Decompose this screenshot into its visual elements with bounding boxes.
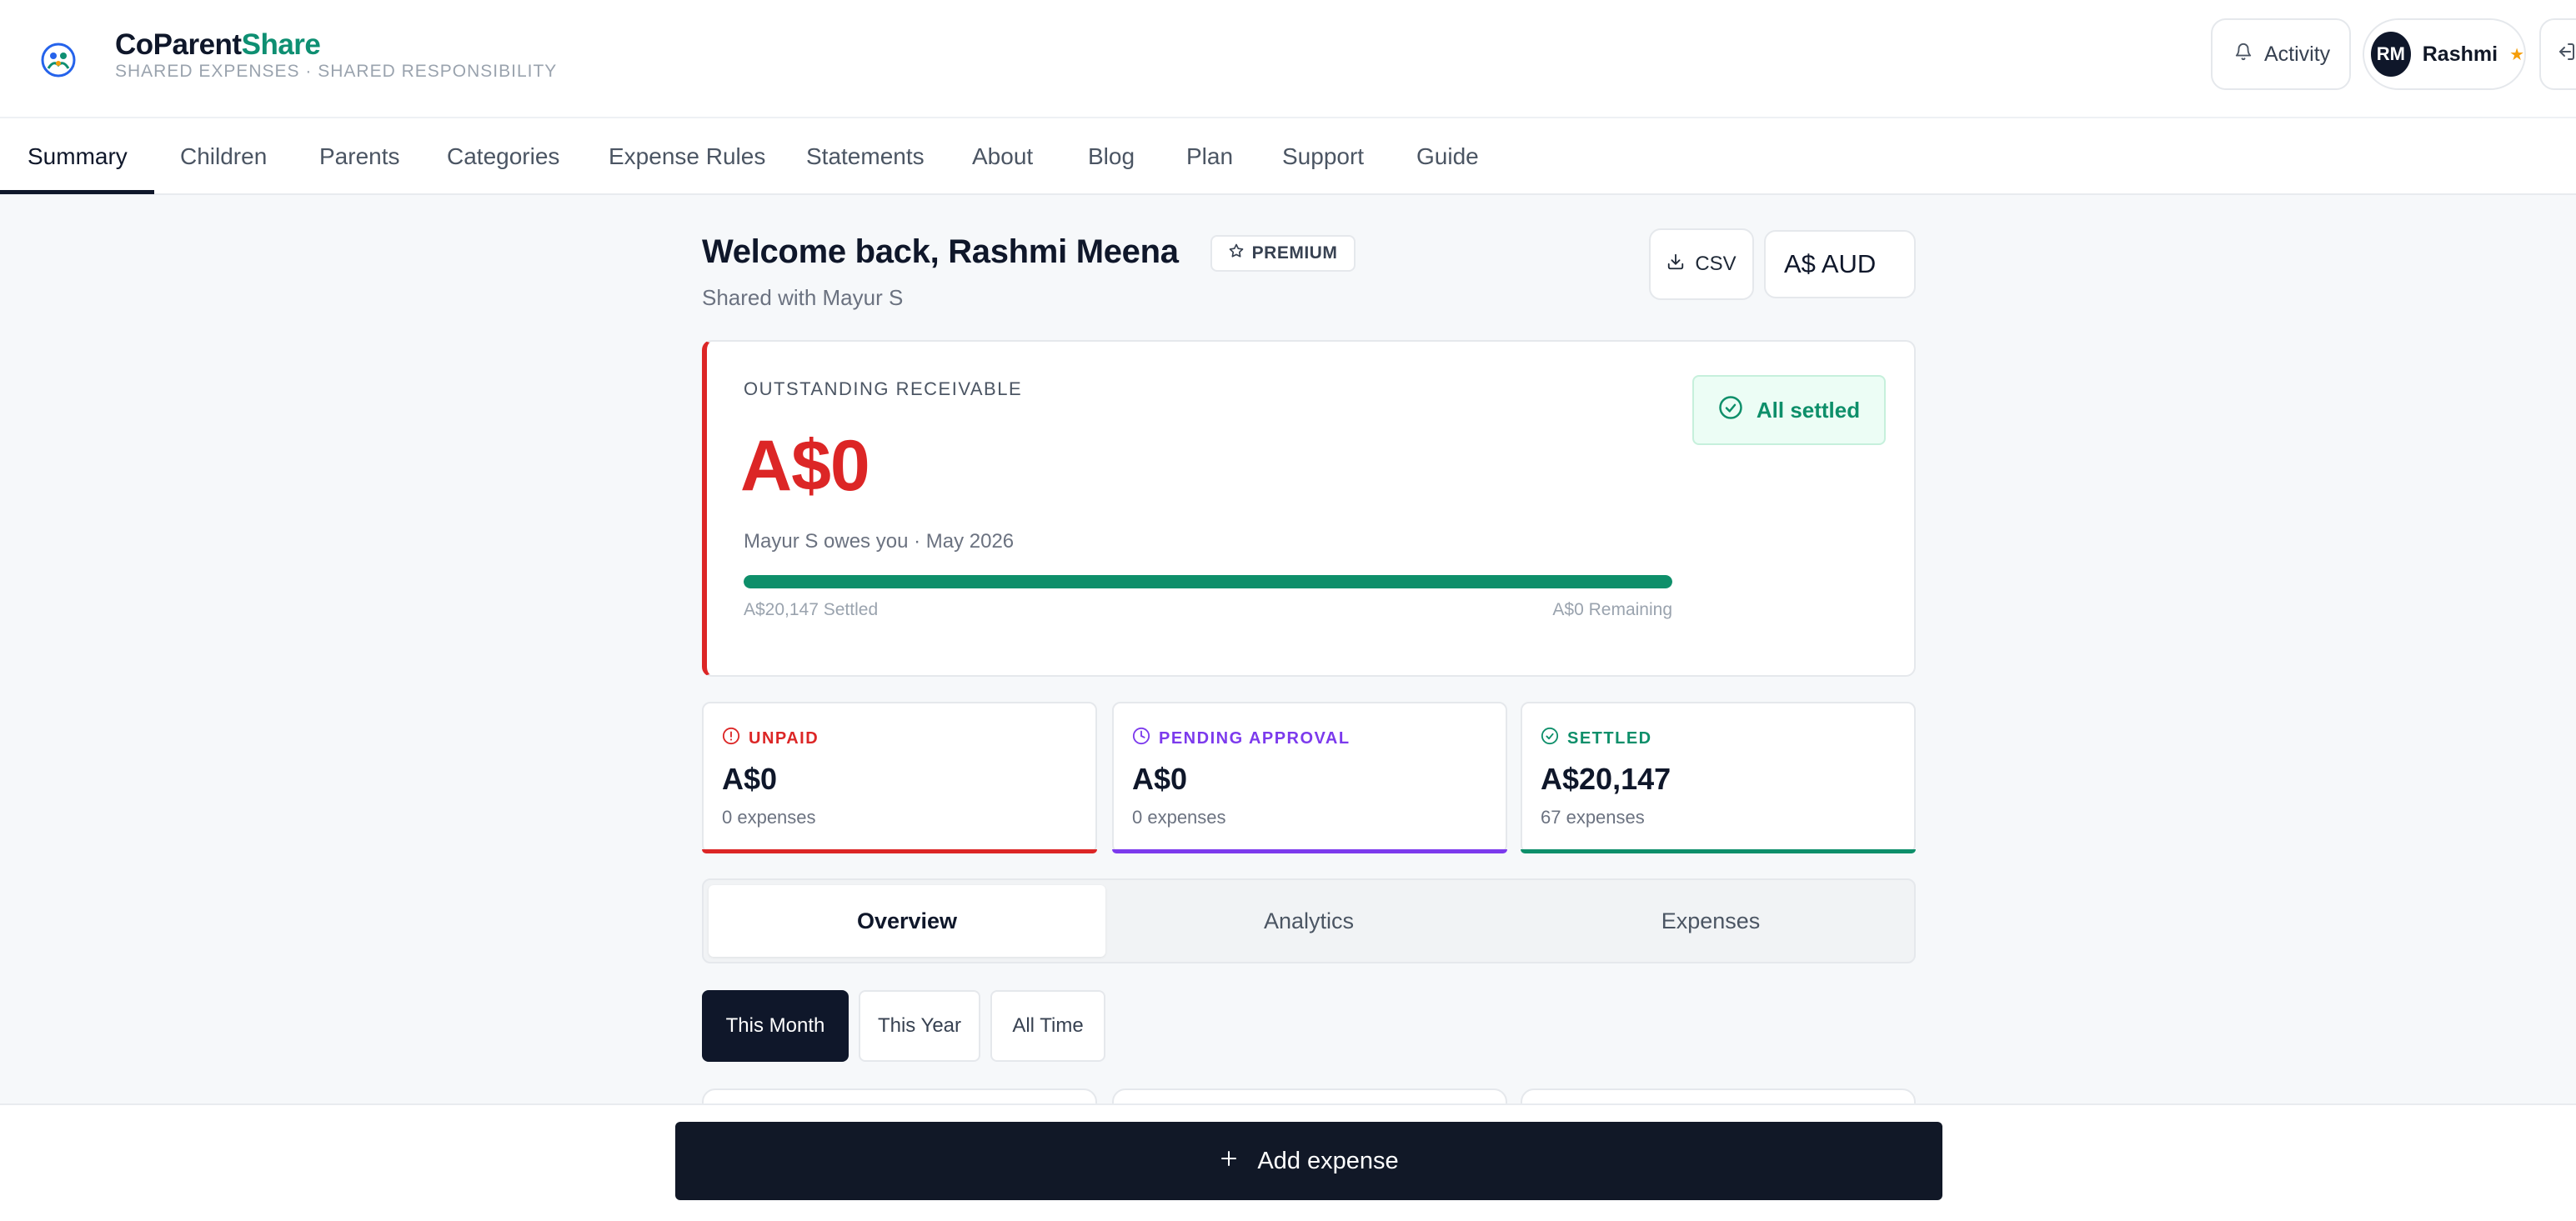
- clock-icon: [1132, 727, 1150, 750]
- tab-analytics[interactable]: Analytics: [1263, 908, 1355, 933]
- nav-expense-rules[interactable]: Expense Rules: [609, 143, 766, 169]
- nav-blog[interactable]: Blog: [1088, 143, 1135, 169]
- stat-label-text: PENDING APPROVAL: [1159, 728, 1351, 748]
- avatar: RM: [2371, 32, 2411, 77]
- stat-label-pending: PENDING APPROVAL: [1132, 727, 1351, 750]
- view-tabs: Overview Analytics Expenses: [702, 878, 1916, 963]
- activity-button[interactable]: Activity: [2211, 18, 2351, 90]
- stat-value-pending: A$0: [1132, 762, 1188, 796]
- stat-card-settled[interactable]: SETTLED A$20,147 67 expenses: [1521, 702, 1916, 853]
- stat-label-unpaid: UNPAID: [722, 727, 819, 750]
- outstanding-amount: A$0: [740, 426, 870, 506]
- nav-active-indicator: [0, 190, 154, 194]
- page-title: Welcome back, Rashmi Meena: [702, 233, 1179, 270]
- nav-children[interactable]: Children: [180, 143, 268, 169]
- stat-accent-bar: [1521, 849, 1916, 853]
- nav-parents[interactable]: Parents: [319, 143, 400, 169]
- star-icon: ★: [2509, 45, 2524, 64]
- tab-overview[interactable]: Overview: [709, 885, 1105, 957]
- nav-guide[interactable]: Guide: [1416, 143, 1479, 169]
- stat-sub-unpaid: 0 expenses: [722, 807, 816, 828]
- nav-plan[interactable]: Plan: [1186, 143, 1234, 169]
- check-circle-icon: [1541, 727, 1559, 750]
- stat-value-unpaid: A$0: [722, 762, 778, 796]
- tab-expenses[interactable]: Expenses: [1661, 908, 1761, 933]
- stat-sub-settled: 67 expenses: [1541, 807, 1645, 828]
- shared-with-text: Shared with Mayur S: [702, 285, 904, 310]
- premium-badge: PREMIUM: [1210, 235, 1356, 272]
- brand-accent: Share: [241, 28, 321, 61]
- brand-name[interactable]: CoParentShare: [115, 28, 321, 62]
- remaining-amount-text: A$0 Remaining: [1552, 600, 1672, 619]
- settled-progress-bar: [744, 575, 1672, 588]
- stat-label-text: SETTLED: [1567, 728, 1652, 748]
- bottom-action-bar: Add expense: [0, 1103, 2576, 1221]
- csv-label: CSV: [1695, 253, 1737, 275]
- premium-badge-label: PREMIUM: [1251, 243, 1338, 263]
- add-expense-button[interactable]: Add expense: [675, 1122, 1942, 1200]
- main-nav: Summary Children Parents Categories Expe…: [0, 118, 2576, 195]
- user-menu-button[interactable]: RM Rashmi ★: [2363, 18, 2526, 90]
- nav-statements[interactable]: Statements: [806, 143, 925, 169]
- outstanding-receivable-card: OUTSTANDING RECEIVABLE A$0 Mayur S owes …: [702, 340, 1916, 677]
- outstanding-subtitle: Mayur S owes you · May 2026: [744, 530, 1015, 553]
- brand-main: CoParent: [115, 28, 242, 61]
- logout-icon: [2556, 42, 2576, 68]
- currency-select[interactable]: A$ AUD: [1764, 230, 1916, 298]
- all-settled-label: All settled: [1756, 397, 1861, 423]
- stat-card-unpaid[interactable]: UNPAID A$0 0 expenses: [702, 702, 1097, 853]
- check-circle-icon: [1718, 395, 1743, 426]
- period-this-month[interactable]: This Month: [702, 990, 849, 1062]
- add-expense-label: Add expense: [1257, 1147, 1399, 1174]
- all-settled-status: All settled: [1692, 375, 1886, 445]
- period-all-time[interactable]: All Time: [990, 990, 1105, 1062]
- download-icon: [1666, 253, 1685, 277]
- nav-support[interactable]: Support: [1282, 143, 1365, 169]
- star-icon: [1229, 243, 1244, 263]
- user-name: Rashmi: [2422, 42, 2498, 66]
- settled-progress-fill: [744, 575, 1672, 588]
- stat-card-pending[interactable]: PENDING APPROVAL A$0 0 expenses: [1112, 702, 1507, 853]
- nav-about[interactable]: About: [972, 143, 1034, 169]
- settled-amount-text: A$20,147 Settled: [744, 600, 879, 619]
- activity-label: Activity: [2264, 42, 2331, 66]
- stat-label-settled: SETTLED: [1541, 727, 1652, 750]
- nav-summary[interactable]: Summary: [28, 143, 128, 169]
- stat-sub-pending: 0 expenses: [1132, 807, 1226, 828]
- stat-accent-bar: [1112, 849, 1507, 853]
- logo-icon[interactable]: [40, 42, 77, 78]
- nav-categories[interactable]: Categories: [447, 143, 560, 169]
- outstanding-label: OUTSTANDING RECEIVABLE: [744, 378, 1023, 399]
- bell-icon: [2234, 43, 2253, 67]
- period-this-year[interactable]: This Year: [859, 990, 980, 1062]
- stat-label-text: UNPAID: [749, 728, 819, 748]
- plus-icon: [1219, 1148, 1239, 1175]
- csv-export-button[interactable]: CSV: [1649, 228, 1754, 300]
- logout-button[interactable]: [2539, 18, 2576, 90]
- stat-value-settled: A$20,147: [1541, 762, 1671, 796]
- alert-circle-icon: [722, 727, 740, 750]
- app-header: CoParentShare SHARED EXPENSES · SHARED R…: [0, 0, 2576, 118]
- brand-tagline: SHARED EXPENSES · SHARED RESPONSIBILITY: [115, 62, 558, 81]
- stat-accent-bar: [702, 849, 1097, 853]
